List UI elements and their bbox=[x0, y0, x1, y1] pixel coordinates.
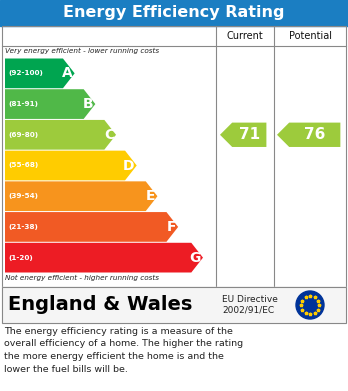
Polygon shape bbox=[5, 181, 157, 211]
Polygon shape bbox=[5, 59, 74, 88]
Text: The energy efficiency rating is a measure of the
overall efficiency of a home. T: The energy efficiency rating is a measur… bbox=[4, 327, 243, 373]
Text: 71: 71 bbox=[239, 127, 260, 142]
Text: F: F bbox=[167, 220, 176, 234]
Polygon shape bbox=[277, 123, 340, 147]
Bar bbox=[0, 0, 348, 26]
Text: (21-38): (21-38) bbox=[8, 224, 38, 230]
Polygon shape bbox=[5, 89, 95, 119]
Text: (1-20): (1-20) bbox=[8, 255, 33, 261]
Text: 2002/91/EC: 2002/91/EC bbox=[222, 305, 274, 314]
Text: Energy Efficiency Rating: Energy Efficiency Rating bbox=[63, 5, 285, 20]
Text: E: E bbox=[146, 189, 156, 203]
Text: A: A bbox=[62, 66, 73, 81]
Text: C: C bbox=[104, 128, 114, 142]
Bar bbox=[2, 287, 346, 323]
Text: Potential: Potential bbox=[288, 31, 332, 41]
Text: (55-68): (55-68) bbox=[8, 163, 38, 169]
Text: D: D bbox=[123, 158, 135, 172]
Text: B: B bbox=[83, 97, 93, 111]
Text: Very energy efficient - lower running costs: Very energy efficient - lower running co… bbox=[5, 48, 159, 54]
Text: Not energy efficient - higher running costs: Not energy efficient - higher running co… bbox=[5, 275, 159, 281]
Text: EU Directive: EU Directive bbox=[222, 296, 278, 305]
Polygon shape bbox=[5, 151, 137, 180]
Polygon shape bbox=[220, 123, 267, 147]
Text: Current: Current bbox=[227, 31, 263, 41]
Text: England & Wales: England & Wales bbox=[8, 296, 192, 314]
Polygon shape bbox=[5, 212, 178, 242]
Text: (81-91): (81-91) bbox=[8, 101, 38, 107]
Bar bbox=[2, 287, 346, 323]
Bar bbox=[2, 26, 346, 287]
Text: G: G bbox=[190, 251, 201, 265]
Text: (92-100): (92-100) bbox=[8, 70, 43, 76]
Text: (69-80): (69-80) bbox=[8, 132, 38, 138]
Text: (39-54): (39-54) bbox=[8, 193, 38, 199]
Circle shape bbox=[296, 291, 324, 319]
Text: 76: 76 bbox=[304, 127, 325, 142]
Polygon shape bbox=[5, 120, 116, 150]
Polygon shape bbox=[5, 243, 203, 273]
